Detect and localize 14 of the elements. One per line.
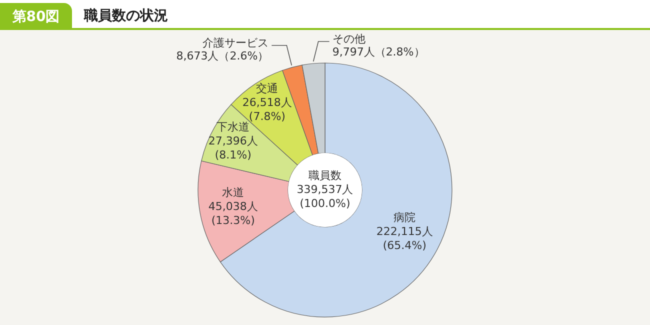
data-label: 45,038人 (13.3%)	[208, 200, 258, 228]
slice-label: 介護サービス	[202, 36, 269, 50]
chart-title: 職員数の状況	[83, 7, 168, 24]
slice-label: 病院	[394, 210, 416, 224]
slice-label: 交通	[256, 82, 278, 96]
text: 職員数 339,537人 (100.0%)	[296, 169, 354, 210]
data-label: 222,115人 (65.4%)	[376, 224, 433, 252]
slice-label: その他	[332, 32, 366, 46]
data-label: 27,396人 (8.1%)	[208, 134, 258, 162]
data-label: 8,673人（2.6%）	[176, 49, 269, 62]
slice-label: 水道	[222, 186, 244, 200]
slice-label: 下水道	[216, 120, 250, 134]
data-label: 9,797人（2.8%）	[332, 46, 425, 59]
text: 第80図	[11, 9, 60, 25]
